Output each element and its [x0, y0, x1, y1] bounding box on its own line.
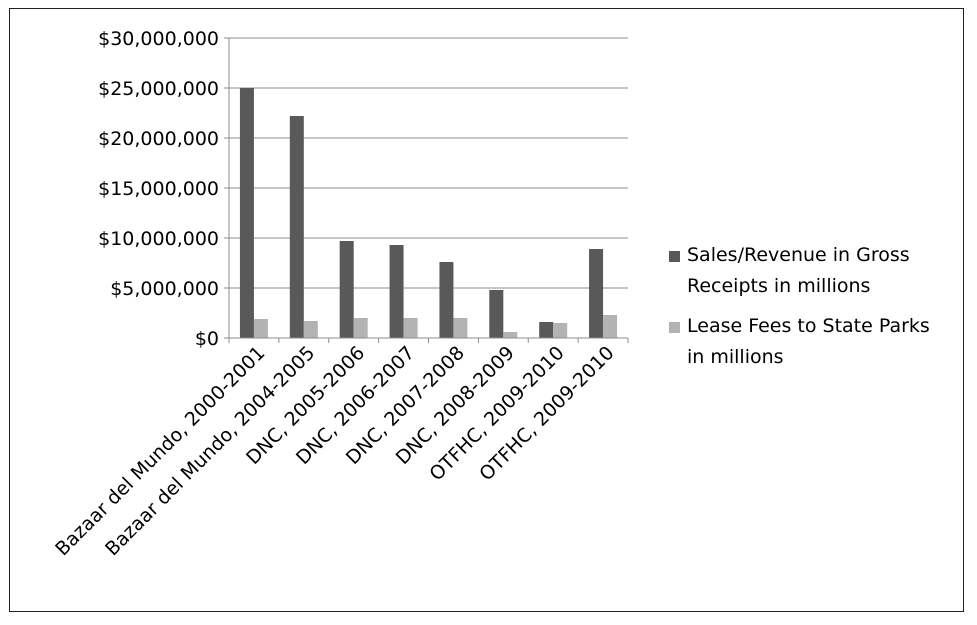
y-tick-label: $5,000,000 [110, 278, 219, 300]
gridlines [229, 37, 628, 289]
chart-frame [9, 8, 964, 612]
bar-sales-revenue [289, 116, 304, 338]
y-tick-labels: $0 $5,000,000 $10,000,000 $15,000,000 $20,00… [98, 28, 219, 350]
bar-lease-fees [253, 319, 268, 338]
legend: Sales/Revenue in Gross Receipts in millio… [669, 244, 930, 368]
bar-lease-fees [353, 318, 368, 338]
y-tick-label: $25,000,000 [98, 78, 219, 100]
y-tick-label: $20,000,000 [98, 128, 219, 150]
bar-sales-revenue [439, 262, 454, 338]
legend-label: Sales/Revenue in Gross [687, 244, 910, 266]
x-tick-label: Bazaar del Mundo, 2004-2005 [101, 342, 319, 560]
bar-sales-revenue [589, 249, 604, 338]
bar-lease-fees [403, 318, 418, 338]
legend-label: Receipts in millions [687, 275, 870, 297]
bar-lease-fees [303, 321, 318, 338]
bar-sales-revenue [339, 241, 354, 338]
y-tick-label: $30,000,000 [98, 28, 219, 50]
y-tick-label: $0 [195, 328, 219, 350]
bar-sales-revenue [239, 88, 254, 338]
x-tick-label: Bazaar del Mundo, 2000-2001 [51, 342, 269, 560]
y-tick-label: $15,000,000 [98, 178, 219, 200]
bar-sales-revenue [389, 245, 404, 338]
axes [224, 37, 629, 343]
bar-sales-revenue [489, 290, 504, 338]
bar-lease-fees [603, 315, 618, 338]
legend-label: Lease Fees to State Parks [687, 315, 930, 337]
legend-swatch-lease-fees [669, 322, 680, 333]
legend-label: in millions [687, 346, 784, 368]
legend-swatch-sales-revenue [669, 251, 680, 262]
bar-sales-revenue [539, 322, 554, 338]
bars [239, 88, 618, 338]
y-tick-label: $10,000,000 [98, 228, 219, 250]
bar-lease-fees [503, 332, 518, 338]
bar-lease-fees [553, 323, 568, 338]
bar-lease-fees [453, 318, 468, 338]
